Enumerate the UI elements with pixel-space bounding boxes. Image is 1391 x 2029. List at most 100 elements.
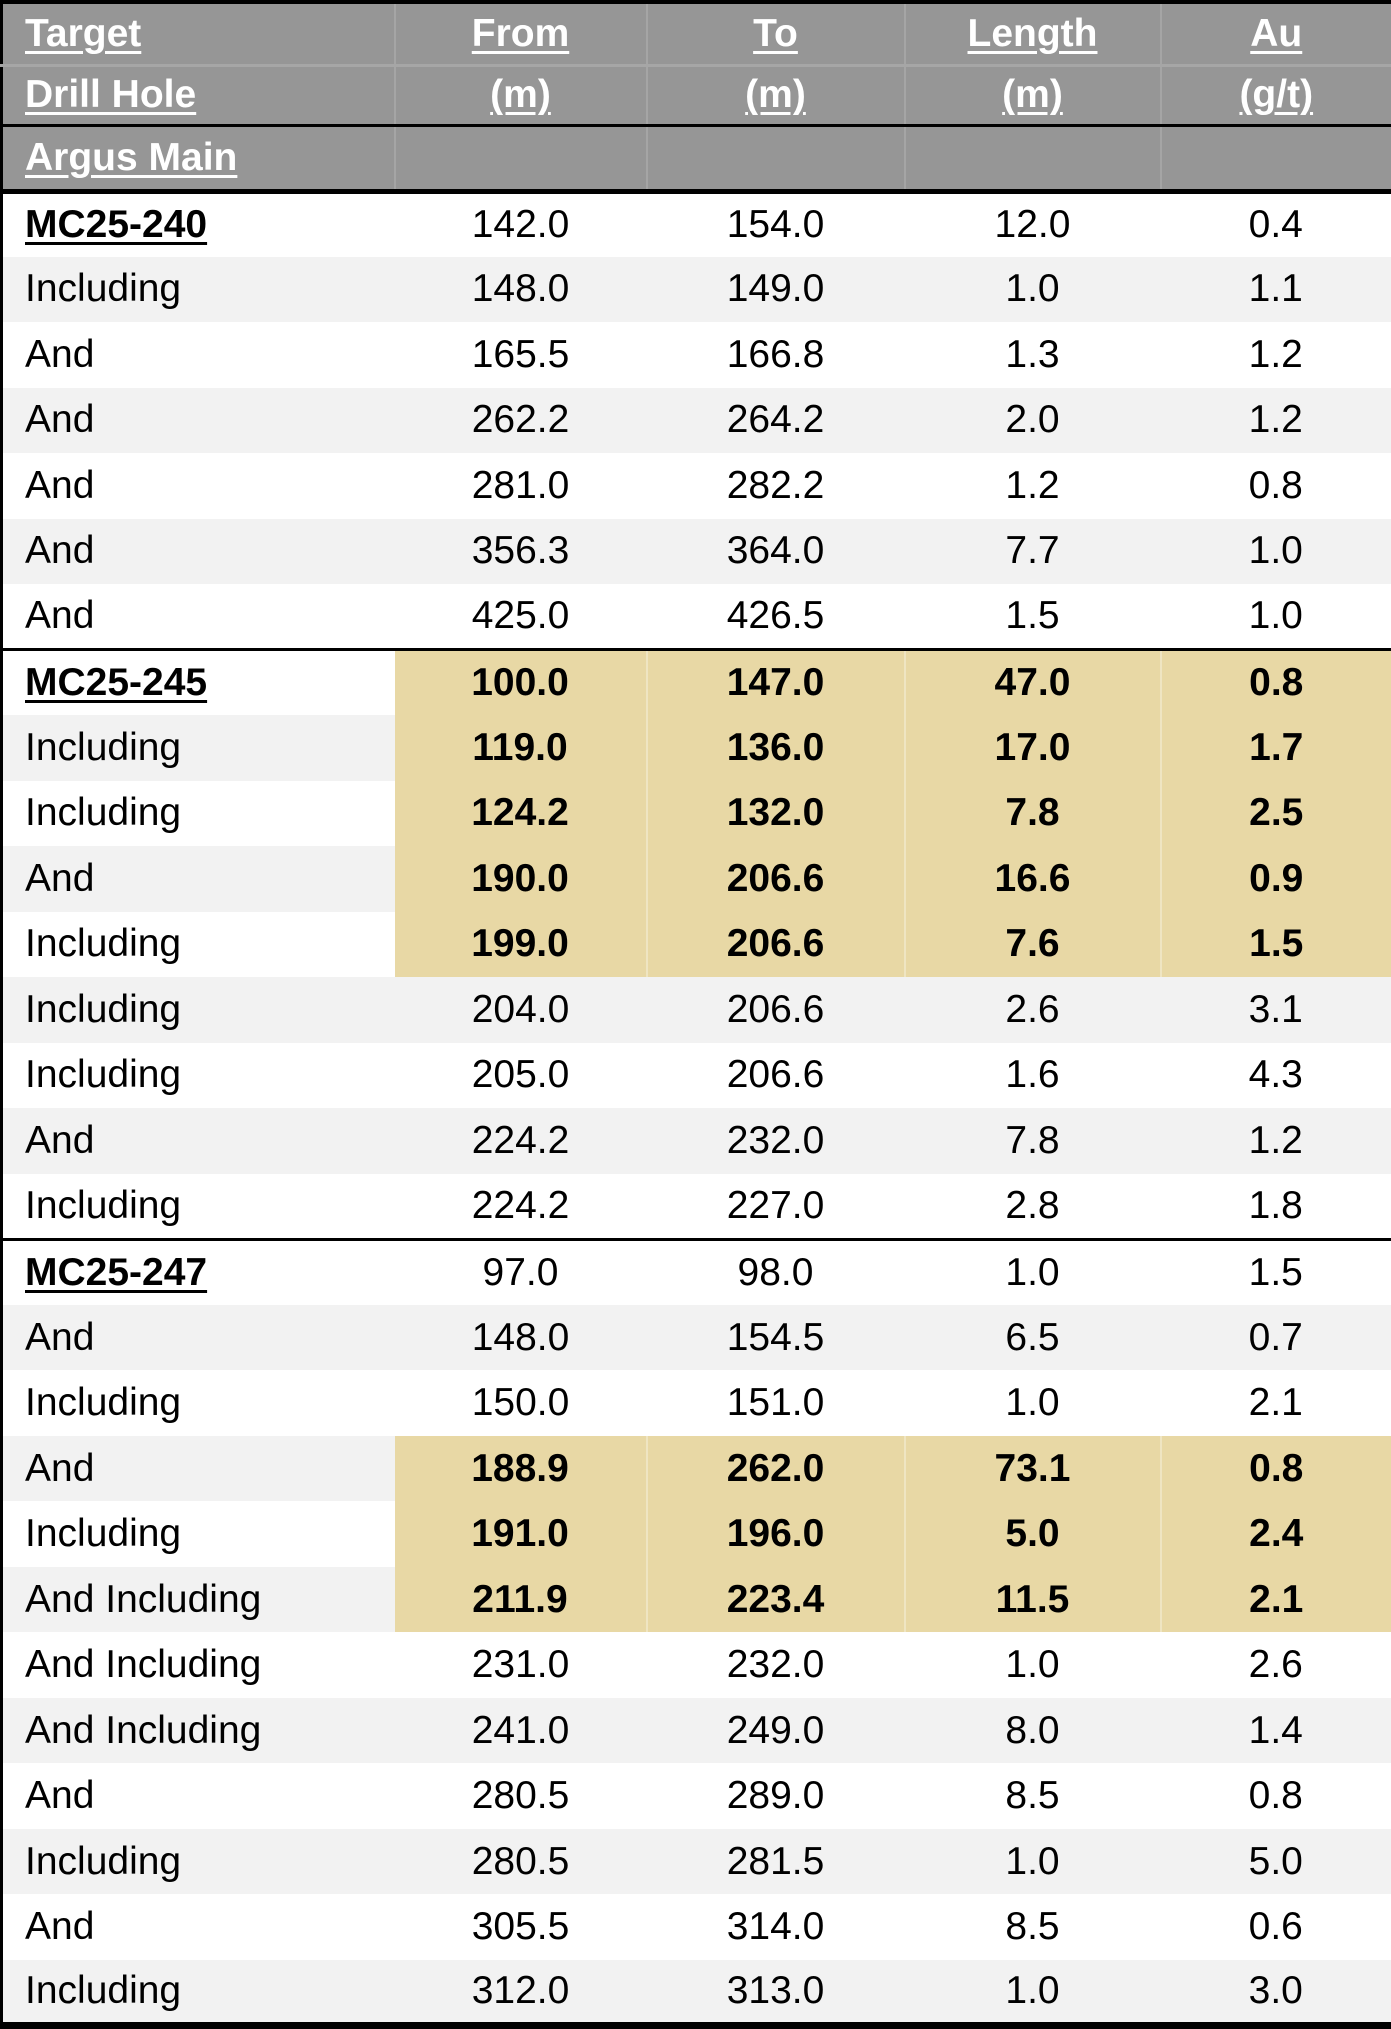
row-label: Including [1, 911, 395, 978]
from-value: 262.2 [394, 387, 647, 454]
column-unit-from: (m) [393, 65, 647, 125]
au-value: 4.3 [1160, 1042, 1391, 1109]
row-label: Including [1, 1042, 395, 1109]
from-value: 211.9 [394, 1566, 647, 1633]
column-header-length: Length [903, 2, 1161, 67]
au-value: 1.1 [1160, 256, 1391, 323]
table-row: And 165.5 166.8 1.3 1.2 [1, 322, 1391, 388]
au-value: 0.4 [1160, 191, 1391, 257]
row-label: And [1, 322, 395, 388]
length-value: 11.5 [903, 1566, 1161, 1633]
length-value: 2.6 [904, 977, 1161, 1043]
au-value: 0.8 [1159, 1435, 1391, 1502]
au-value: 1.2 [1160, 387, 1391, 454]
to-value: 314.0 [646, 1894, 905, 1960]
table-row: Including 148.0 149.0 1.0 1.1 [1, 256, 1391, 323]
au-value: 1.4 [1160, 1697, 1391, 1764]
row-label: And Including [1, 1632, 395, 1698]
au-value: 1.5 [1160, 1237, 1391, 1305]
row-label: And [1, 584, 395, 650]
row-label: Including [1, 977, 395, 1043]
column-unit-length-label: (m) [1002, 73, 1063, 116]
row-label: Including [1, 1959, 395, 2026]
column-unit-from-label: (m) [490, 73, 551, 116]
from-value: 142.0 [394, 191, 647, 257]
au-value: 3.0 [1160, 1959, 1391, 2026]
au-value: 0.9 [1159, 846, 1391, 912]
to-value: 206.6 [645, 911, 905, 978]
row-label: And [1, 846, 395, 912]
au-value: 0.6 [1160, 1894, 1391, 1960]
table-row: And Including 211.9 223.4 11.5 2.1 [1, 1566, 1391, 1633]
row-label: MC25-240 [1, 191, 395, 257]
table-row: And 280.5 289.0 8.5 0.8 [1, 1763, 1391, 1829]
to-value: 132.0 [645, 780, 905, 847]
row-label: MC25-245 [1, 648, 395, 716]
row-label: Including [1, 780, 395, 847]
from-value: 148.0 [394, 1304, 647, 1371]
to-value: 282.2 [646, 453, 905, 519]
section-header-spacer [1159, 123, 1391, 194]
table-row: Including 124.2 132.0 7.8 2.5 [1, 780, 1391, 847]
table-row: And Including 241.0 249.0 8.0 1.4 [1, 1697, 1391, 1764]
section-header-row: Argus Main [1, 123, 1391, 194]
table-body: MC25-240 142.0 154.0 12.0 0.4 Including … [1, 191, 1391, 2026]
column-unit-au: (g/t) [1159, 65, 1391, 125]
au-value: 3.1 [1160, 977, 1391, 1043]
header-row-2: Drill Hole (m) (m) (m) (g/t) [1, 65, 1391, 125]
au-value: 2.1 [1160, 1370, 1391, 1436]
au-value: 1.2 [1160, 1108, 1391, 1174]
length-value: 2.8 [904, 1173, 1161, 1240]
from-value: 150.0 [394, 1370, 647, 1436]
column-unit-to-label: (m) [745, 73, 806, 116]
row-label: And [1, 1108, 395, 1174]
row-label: Including [1, 715, 395, 781]
table-row: MC25-247 97.0 98.0 1.0 1.5 [1, 1237, 1391, 1305]
column-header-target-label: Target [25, 11, 142, 55]
section-header-spacer [645, 123, 905, 194]
au-value: 2.1 [1159, 1566, 1391, 1633]
au-value: 1.0 [1160, 518, 1391, 585]
row-label: And [1, 1435, 395, 1502]
row-label: And Including [1, 1697, 395, 1764]
column-header-length-label: Length [967, 11, 1098, 55]
au-value: 2.5 [1159, 780, 1391, 847]
table-row: And 281.0 282.2 1.2 0.8 [1, 453, 1391, 519]
row-label: Including [1, 1370, 395, 1436]
au-value: 2.4 [1159, 1501, 1391, 1567]
length-value: 73.1 [903, 1435, 1161, 1502]
to-value: 232.0 [646, 1632, 905, 1698]
table-row: And 188.9 262.0 73.1 0.8 [1, 1435, 1391, 1502]
length-value: 8.5 [904, 1894, 1161, 1960]
column-unit-au-label: (g/t) [1239, 73, 1314, 116]
to-value: 262.0 [645, 1435, 905, 1502]
au-value: 0.8 [1160, 453, 1391, 519]
to-value: 151.0 [646, 1370, 905, 1436]
au-value: 1.2 [1160, 322, 1391, 388]
au-value: 0.7 [1160, 1304, 1391, 1371]
au-value: 2.6 [1160, 1632, 1391, 1698]
column-header-au: Au [1159, 2, 1391, 67]
table-row: Including 119.0 136.0 17.0 1.7 [1, 715, 1391, 781]
length-value: 47.0 [903, 648, 1161, 716]
section-header-spacer [393, 123, 647, 194]
to-value: 232.0 [646, 1108, 905, 1174]
section-title: Argus Main [1, 123, 395, 194]
row-label: Including [1, 1173, 395, 1240]
table-row: Including 199.0 206.6 7.6 1.5 [1, 911, 1391, 978]
column-header-au-label: Au [1250, 11, 1303, 55]
to-value: 154.5 [646, 1304, 905, 1371]
to-value: 149.0 [646, 256, 905, 323]
from-value: 312.0 [394, 1959, 647, 2026]
table-row: MC25-245 100.0 147.0 47.0 0.8 [1, 648, 1391, 716]
row-label: Including [1, 1501, 395, 1567]
table-row: Including 224.2 227.0 2.8 1.8 [1, 1173, 1391, 1240]
from-value: 231.0 [394, 1632, 647, 1698]
to-value: 281.5 [646, 1828, 905, 1895]
column-header-to-label: To [753, 11, 798, 55]
au-value: 1.7 [1159, 715, 1391, 781]
length-value: 1.3 [904, 322, 1161, 388]
from-value: 190.0 [394, 846, 647, 912]
row-label: And [1, 1304, 395, 1371]
au-value: 0.8 [1159, 648, 1391, 716]
